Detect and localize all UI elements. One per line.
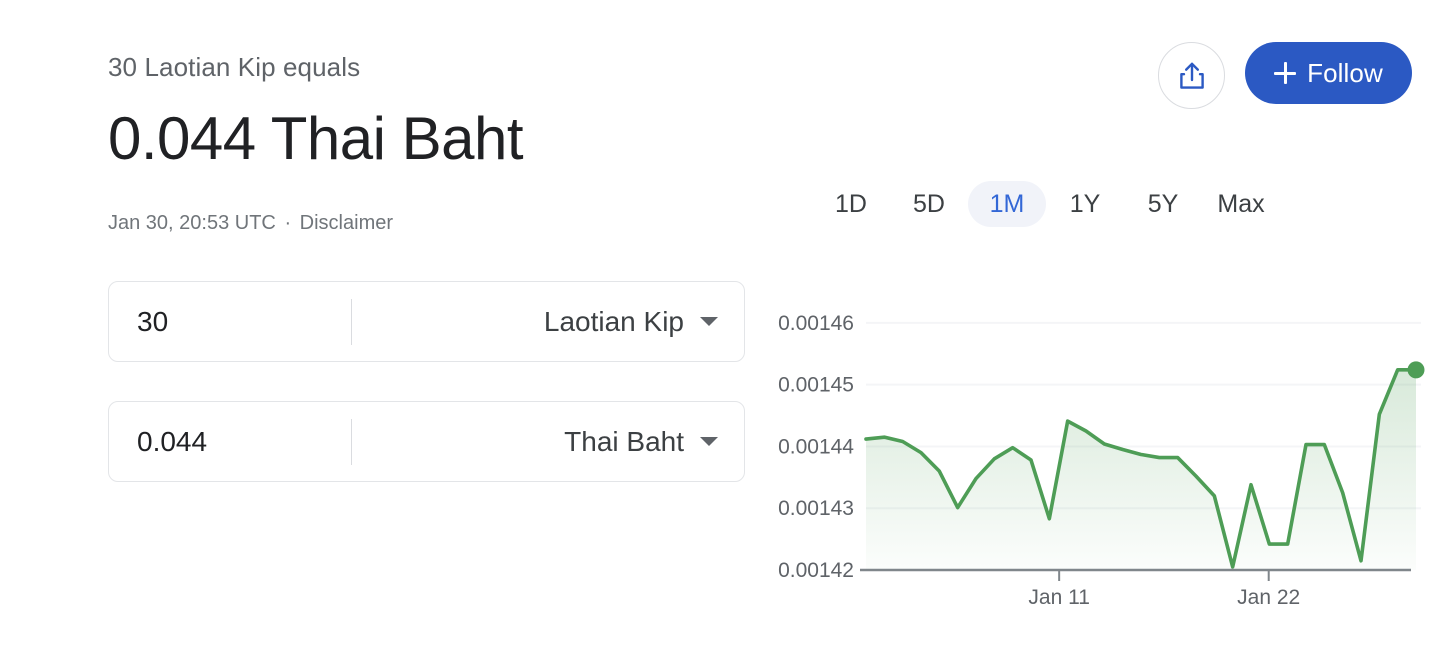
from-currency-selector[interactable]: Laotian Kip [352, 306, 744, 338]
chart-end-point-marker [1407, 361, 1425, 379]
disclaimer-link[interactable]: Disclaimer [299, 212, 394, 234]
x-axis-tick-label: Jan 22 [1237, 586, 1300, 609]
equals-line: 30 Laotian Kip equals [108, 52, 361, 82]
range-tab-5d[interactable]: 5D [890, 181, 968, 227]
timestamp: Jan 30, 20:53 UTC [108, 212, 276, 234]
meta-line: Jan 30, 20:53 UTC · Disclaimer [108, 212, 393, 235]
result-amount: 0.044 Thai Baht [108, 105, 524, 172]
to-currency-label: Thai Baht [564, 425, 684, 457]
y-axis-tick-label: 0.00143 [778, 497, 854, 520]
plus-icon [1274, 62, 1297, 84]
field-divider [351, 298, 352, 345]
from-amount-input[interactable] [109, 305, 351, 338]
exchange-rate-chart[interactable]: 0.00142 0.00143 0.00144 0.00145 0.00146 Jan 1… [766, 270, 1426, 615]
range-tab-1m[interactable]: 1M [968, 181, 1046, 227]
range-tab-1d[interactable]: 1D [812, 181, 890, 227]
chart-svg: 0.00142 0.00143 0.00144 0.00145 0.00146 Jan 1… [778, 312, 1425, 609]
meta-separator: · [284, 212, 292, 234]
follow-button[interactable]: Follow [1245, 42, 1412, 104]
y-axis-tick-label: 0.00142 [778, 559, 854, 582]
from-currency-label: Laotian Kip [543, 305, 684, 337]
chart-area-fill [866, 369, 1416, 570]
to-currency-field[interactable]: Thai Baht [108, 401, 745, 482]
y-axis-tick-label: 0.00144 [778, 435, 854, 458]
chevron-down-icon [700, 437, 718, 446]
y-axis-tick-label: 0.00146 [778, 312, 854, 335]
to-amount-input[interactable] [109, 425, 351, 458]
share-button[interactable] [1158, 42, 1225, 109]
x-axis-tick-label: Jan 11 [1028, 586, 1090, 609]
field-divider [351, 418, 352, 465]
chart-line [864, 368, 1418, 569]
y-axis-tick-label: 0.00145 [778, 374, 854, 397]
range-tabs: 1D 5D 1M 1Y 5Y Max [812, 181, 1280, 227]
to-currency-selector[interactable]: Thai Baht [352, 426, 744, 458]
share-icon [1179, 62, 1204, 89]
chevron-down-icon [700, 317, 718, 326]
from-currency-field[interactable]: Laotian Kip [108, 281, 745, 362]
range-tab-max[interactable]: Max [1202, 181, 1280, 227]
follow-button-label: Follow [1307, 57, 1383, 88]
range-tab-1y[interactable]: 1Y [1046, 181, 1124, 227]
range-tab-5y[interactable]: 5Y [1124, 181, 1202, 227]
